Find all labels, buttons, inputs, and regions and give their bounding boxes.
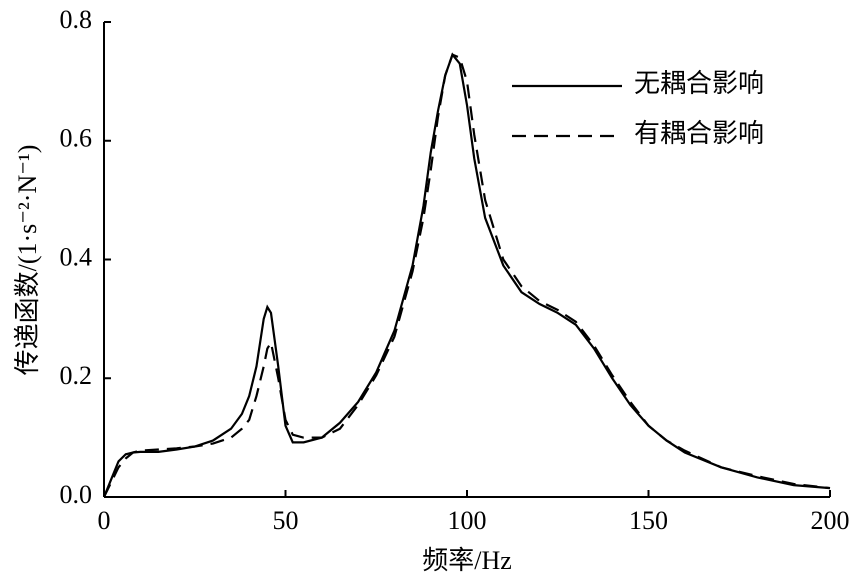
x-tick-label: 0 <box>98 506 111 535</box>
x-axis-label: 频率/Hz <box>422 546 512 575</box>
y-axis-label: 传递函数/(1·s⁻²·N⁻¹) <box>13 145 42 376</box>
x-tick-label: 200 <box>811 506 850 535</box>
y-tick-label: 0.2 <box>60 361 93 390</box>
series-line <box>103 53 831 498</box>
x-tick-label: 150 <box>629 506 668 535</box>
legend-label: 有耦合影响 <box>634 119 764 148</box>
y-tick-label: 0.8 <box>60 5 93 34</box>
y-tick-label: 0.4 <box>60 242 93 271</box>
x-tick-label: 100 <box>448 506 487 535</box>
x-tick-label: 50 <box>273 506 299 535</box>
y-tick-label: 0.0 <box>60 480 93 509</box>
legend-label: 无耦合影响 <box>634 69 764 98</box>
y-tick-label: 0.6 <box>60 124 93 153</box>
